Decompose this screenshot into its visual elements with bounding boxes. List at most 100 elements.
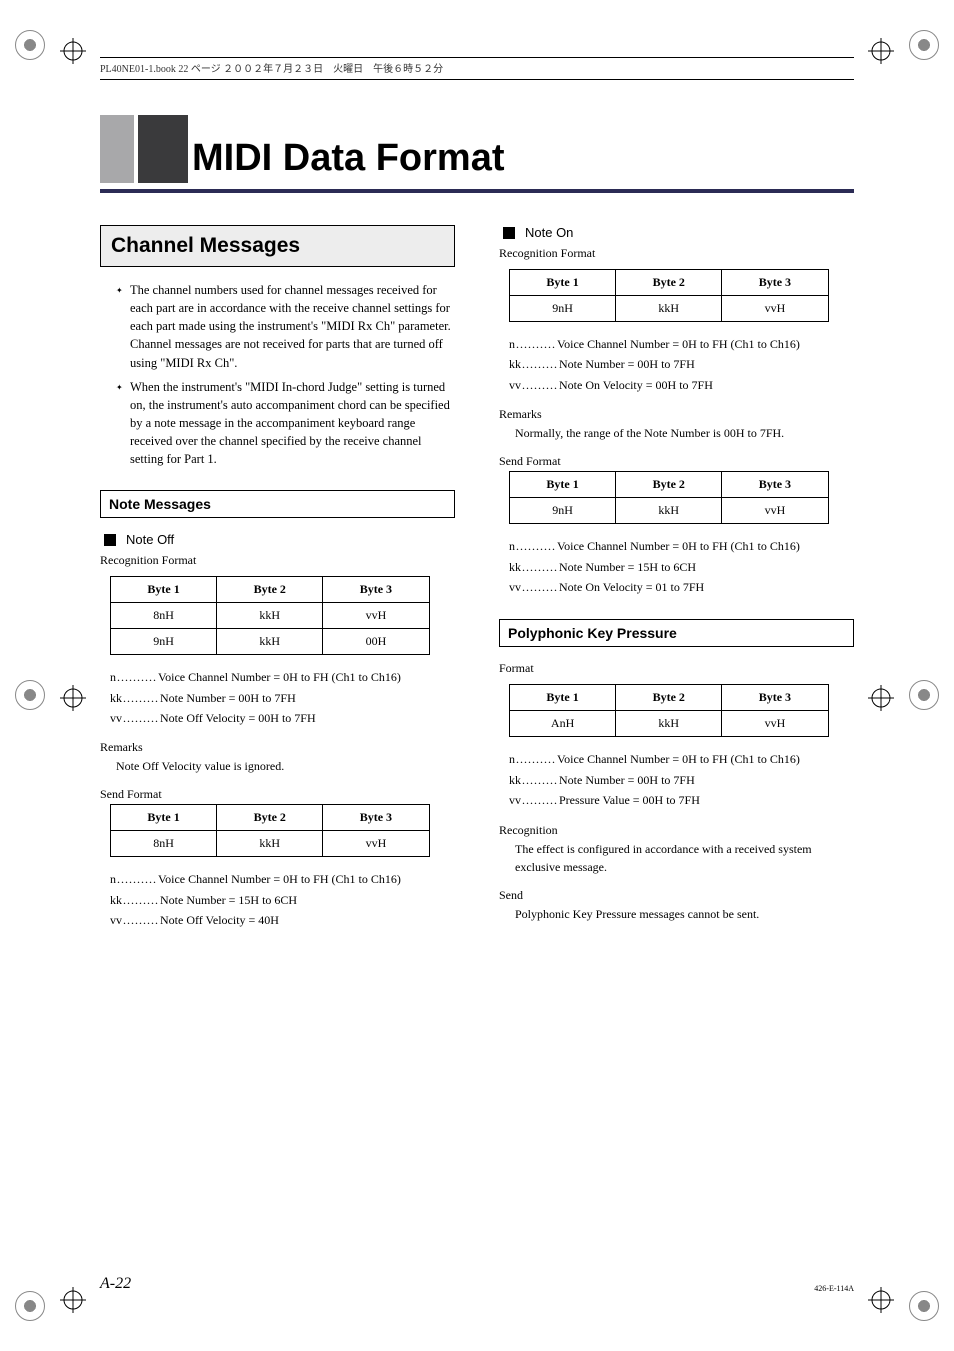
remarks-body: Note Off Velocity value is ignored.: [116, 757, 455, 775]
page-number: A-22: [100, 1275, 131, 1293]
def-value: Note On Velocity = 00H to 7FH: [559, 375, 854, 395]
table-cell: vvH: [323, 603, 429, 629]
bullet-list: The channel numbers used for channel mes…: [100, 281, 455, 468]
registration-mark-icon: [15, 680, 45, 710]
registration-mark-icon: [15, 1291, 45, 1321]
page-footer: A-22 426-E-114A: [100, 1275, 854, 1293]
book-header: PL40NE01-1.book 22 ページ ２００２年７月２３日 火曜日 午後…: [100, 55, 854, 80]
def-key: kk: [110, 688, 122, 708]
registration-mark-icon: [909, 30, 939, 60]
send-body: Polyphonic Key Pressure messages cannot …: [515, 905, 854, 923]
table-cell: kkH: [217, 831, 323, 857]
table-header: Byte 1: [510, 685, 616, 711]
byte-table: Byte 1Byte 2Byte 3 AnHkkHvvH: [509, 684, 829, 737]
def-value: Voice Channel Number = 0H to FH (Ch1 to …: [557, 536, 854, 556]
def-key: vv: [110, 708, 122, 728]
table-cell: 8nH: [111, 831, 217, 857]
def-key: vv: [509, 375, 521, 395]
table-header: Byte 3: [722, 685, 828, 711]
table-cell: 8nH: [111, 603, 217, 629]
def-value: Note Number = 00H to 7FH: [559, 354, 854, 374]
table-header: Byte 1: [510, 270, 616, 296]
table-header: Byte 1: [111, 577, 217, 603]
table-header: Byte 1: [510, 472, 616, 498]
def-key: kk: [509, 557, 521, 577]
table-cell: kkH: [616, 711, 722, 737]
topic-heading: Note On: [499, 225, 854, 240]
def-value: Note Off Velocity = 40H: [160, 910, 455, 930]
crop-mark-icon: [60, 685, 86, 711]
byte-table: Byte 1Byte 2Byte 3 9nHkkHvvH: [509, 471, 829, 524]
list-item: The channel numbers used for channel mes…: [116, 281, 455, 372]
section-heading: Channel Messages: [100, 225, 455, 267]
format-label: Send Format: [100, 787, 455, 802]
section-heading-text: Channel Messages: [111, 234, 444, 258]
def-value: Voice Channel Number = 0H to FH (Ch1 to …: [557, 749, 854, 769]
table-header: Byte 2: [616, 270, 722, 296]
def-value: Note Number = 00H to 7FH: [559, 770, 854, 790]
table-cell: 9nH: [111, 629, 217, 655]
registration-mark-icon: [909, 680, 939, 710]
subsection-heading: Note Messages: [100, 490, 455, 518]
table-cell: kkH: [217, 603, 323, 629]
table-header: Byte 3: [323, 577, 429, 603]
send-label: Send: [499, 888, 854, 903]
table-cell: 00H: [323, 629, 429, 655]
def-value: Voice Channel Number = 0H to FH (Ch1 to …: [557, 334, 854, 354]
crop-mark-icon: [868, 685, 894, 711]
def-key: vv: [509, 790, 521, 810]
table-cell: 9nH: [510, 296, 616, 322]
definition-list: n..........Voice Channel Number = 0H to …: [110, 869, 455, 930]
crop-mark-icon: [868, 1287, 894, 1313]
remarks-label: Remarks: [100, 740, 455, 755]
definition-list: n..........Voice Channel Number = 0H to …: [509, 334, 854, 395]
format-label: Recognition Format: [100, 553, 455, 568]
def-value: Pressure Value = 00H to 7FH: [559, 790, 854, 810]
def-value: Note Number = 15H to 6CH: [559, 557, 854, 577]
topic-heading-text: Note On: [525, 225, 573, 240]
subsection-heading-text: Note Messages: [109, 496, 446, 512]
book-header-text: PL40NE01-1.book 22 ページ ２００２年７月２３日 火曜日 午後…: [100, 58, 854, 77]
table-cell: vvH: [722, 296, 828, 322]
format-label: Send Format: [499, 454, 854, 469]
def-key: vv: [509, 577, 521, 597]
recognition-body: The effect is configured in accordance w…: [515, 840, 854, 876]
table-cell: kkH: [616, 498, 722, 524]
table-cell: AnH: [510, 711, 616, 737]
table-cell: vvH: [722, 711, 828, 737]
def-key: kk: [509, 770, 521, 790]
title-block: MIDI Data Format: [100, 115, 854, 183]
def-key: vv: [110, 910, 122, 930]
table-cell: vvH: [323, 831, 429, 857]
registration-mark-icon: [909, 1291, 939, 1321]
topic-heading-text: Note Off: [126, 532, 174, 547]
format-label: Recognition Format: [499, 246, 854, 261]
left-column: Channel Messages The channel numbers use…: [100, 225, 455, 943]
format-label: Format: [499, 661, 854, 676]
table-header: Byte 1: [111, 805, 217, 831]
table-header: Byte 2: [217, 805, 323, 831]
content-area: MIDI Data Format Channel Messages The ch…: [100, 115, 854, 1261]
list-item: When the instrument's "MIDI In-chord Jud…: [116, 378, 455, 469]
definition-list: n..........Voice Channel Number = 0H to …: [509, 536, 854, 597]
page: PL40NE01-1.book 22 ページ ２００２年７月２３日 火曜日 午後…: [0, 0, 954, 1351]
topic-heading: Note Off: [100, 532, 455, 547]
table-cell: kkH: [217, 629, 323, 655]
table-header: Byte 3: [722, 270, 828, 296]
subsection-heading-text: Polyphonic Key Pressure: [508, 625, 845, 641]
table-header: Byte 2: [616, 685, 722, 711]
def-key: kk: [110, 890, 122, 910]
def-value: Note On Velocity = 01 to 7FH: [559, 577, 854, 597]
document-code: 426-E-114A: [814, 1284, 854, 1293]
remarks-label: Remarks: [499, 407, 854, 422]
def-value: Note Number = 15H to 6CH: [160, 890, 455, 910]
square-bullet-icon: [503, 227, 515, 239]
def-key: kk: [509, 354, 521, 374]
byte-table: Byte 1Byte 2Byte 3 9nHkkHvvH: [509, 269, 829, 322]
right-column: Note On Recognition Format Byte 1Byte 2B…: [499, 225, 854, 943]
table-header: Byte 2: [217, 577, 323, 603]
table-cell: 9nH: [510, 498, 616, 524]
table-cell: kkH: [616, 296, 722, 322]
recognition-label: Recognition: [499, 823, 854, 838]
table-header: Byte 3: [722, 472, 828, 498]
